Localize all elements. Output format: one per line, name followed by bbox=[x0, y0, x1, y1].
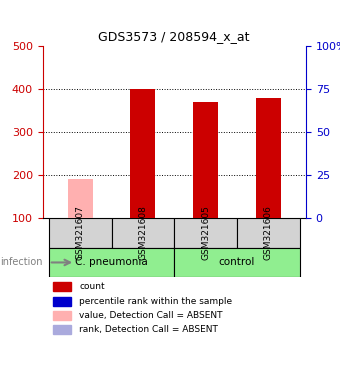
Text: GSM321605: GSM321605 bbox=[201, 205, 210, 260]
FancyBboxPatch shape bbox=[49, 248, 174, 277]
Text: GSM321608: GSM321608 bbox=[138, 205, 147, 260]
FancyBboxPatch shape bbox=[237, 218, 300, 248]
Text: GSM321606: GSM321606 bbox=[264, 205, 273, 260]
Text: count: count bbox=[79, 282, 105, 291]
Bar bbox=[256, 98, 281, 218]
Text: value, Detection Call = ABSENT: value, Detection Call = ABSENT bbox=[79, 311, 223, 320]
Text: percentile rank within the sample: percentile rank within the sample bbox=[79, 296, 233, 306]
FancyBboxPatch shape bbox=[49, 218, 112, 248]
Text: rank, Detection Call = ABSENT: rank, Detection Call = ABSENT bbox=[79, 325, 218, 334]
Text: infection: infection bbox=[0, 257, 42, 268]
FancyBboxPatch shape bbox=[174, 248, 300, 277]
Bar bbox=[193, 102, 218, 218]
Text: C. pneumonia: C. pneumonia bbox=[75, 257, 148, 268]
Title: GDS3573 / 208594_x_at: GDS3573 / 208594_x_at bbox=[99, 30, 250, 43]
Text: GSM321607: GSM321607 bbox=[75, 205, 85, 260]
Bar bbox=[53, 311, 71, 320]
Bar bbox=[53, 325, 71, 334]
Text: control: control bbox=[219, 257, 255, 268]
Bar bbox=[53, 296, 71, 306]
Bar bbox=[130, 89, 155, 218]
FancyBboxPatch shape bbox=[174, 218, 237, 248]
Bar bbox=[68, 179, 93, 218]
FancyBboxPatch shape bbox=[112, 218, 174, 248]
Bar bbox=[53, 282, 71, 291]
